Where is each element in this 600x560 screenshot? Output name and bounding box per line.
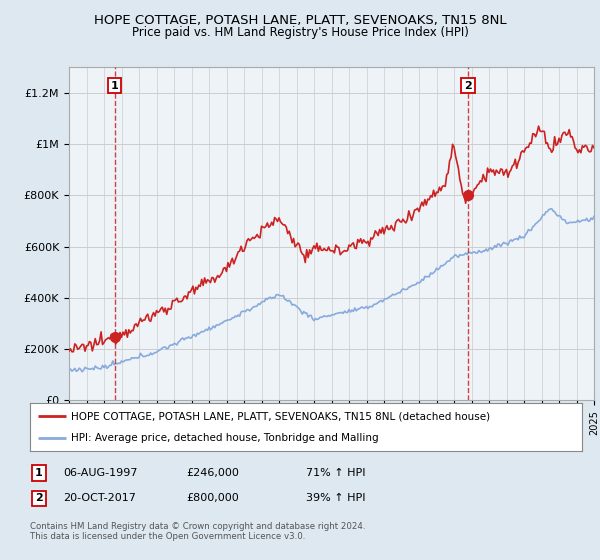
Text: 2: 2 bbox=[35, 493, 43, 503]
Text: 2: 2 bbox=[464, 81, 472, 91]
Text: 1: 1 bbox=[110, 81, 118, 91]
Text: Price paid vs. HM Land Registry's House Price Index (HPI): Price paid vs. HM Land Registry's House … bbox=[131, 26, 469, 39]
Text: 71% ↑ HPI: 71% ↑ HPI bbox=[306, 468, 365, 478]
Text: £800,000: £800,000 bbox=[186, 493, 239, 503]
Text: HOPE COTTAGE, POTASH LANE, PLATT, SEVENOAKS, TN15 8NL: HOPE COTTAGE, POTASH LANE, PLATT, SEVENO… bbox=[94, 14, 506, 27]
Text: Contains HM Land Registry data © Crown copyright and database right 2024.
This d: Contains HM Land Registry data © Crown c… bbox=[30, 522, 365, 542]
Text: HOPE COTTAGE, POTASH LANE, PLATT, SEVENOAKS, TN15 8NL (detached house): HOPE COTTAGE, POTASH LANE, PLATT, SEVENO… bbox=[71, 411, 491, 421]
Text: 20-OCT-2017: 20-OCT-2017 bbox=[63, 493, 136, 503]
Text: HPI: Average price, detached house, Tonbridge and Malling: HPI: Average price, detached house, Tonb… bbox=[71, 433, 379, 443]
Text: £246,000: £246,000 bbox=[186, 468, 239, 478]
Text: 06-AUG-1997: 06-AUG-1997 bbox=[63, 468, 137, 478]
Text: 1: 1 bbox=[35, 468, 43, 478]
Text: 39% ↑ HPI: 39% ↑ HPI bbox=[306, 493, 365, 503]
